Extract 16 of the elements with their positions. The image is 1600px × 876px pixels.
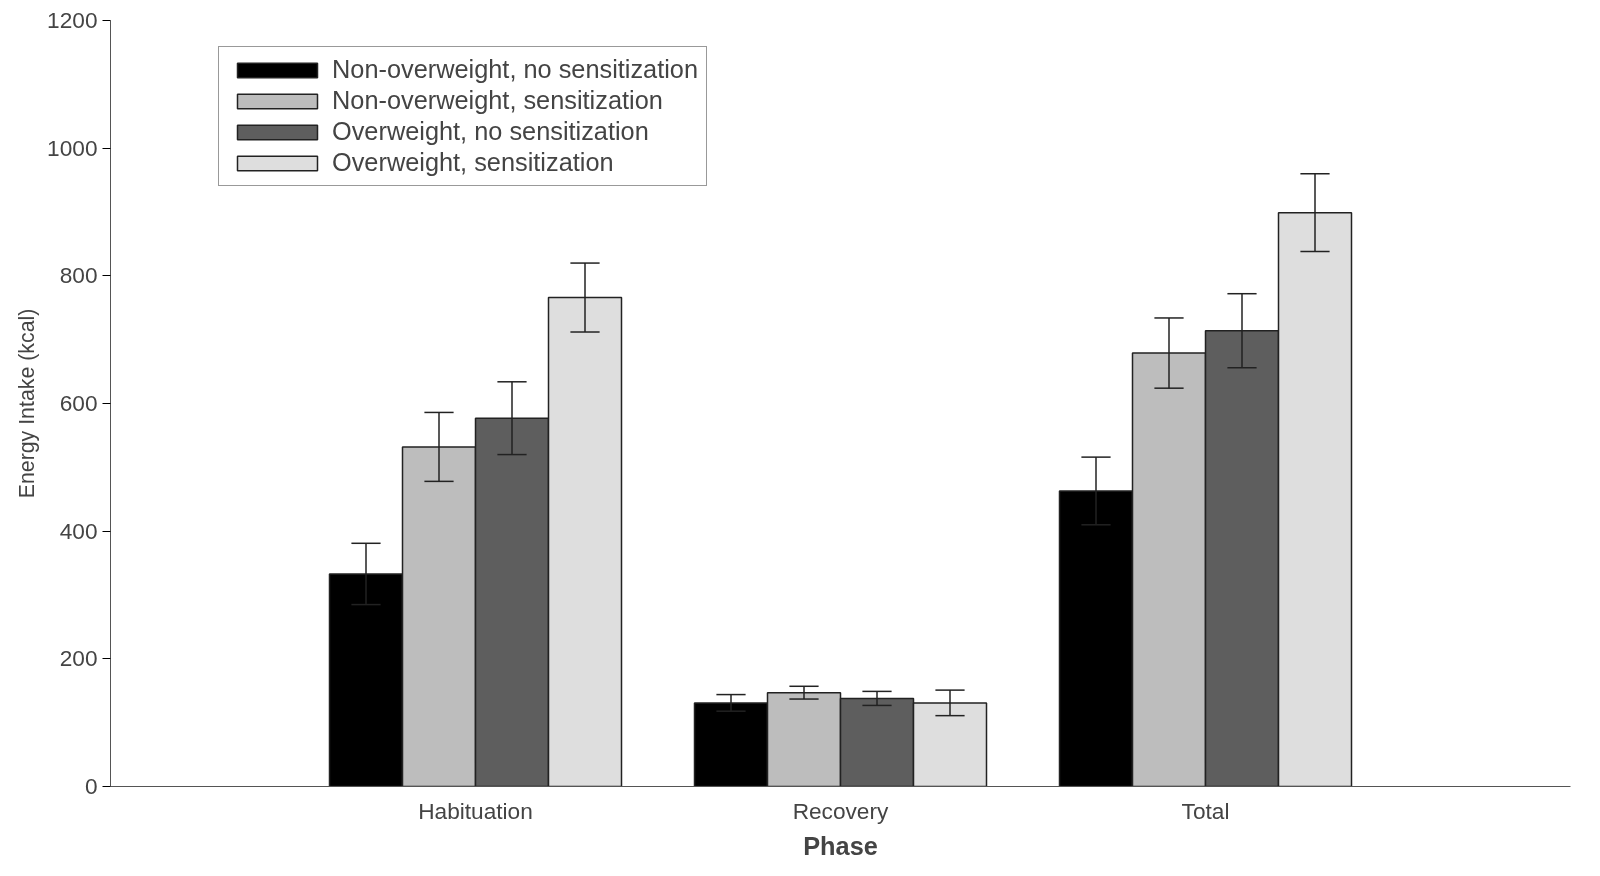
x-tick-label: Habituation (418, 797, 533, 824)
y-tick-label: 1200 (47, 7, 98, 33)
y-tick-label: 800 (59, 262, 98, 289)
y-tick-label: 400 (59, 517, 98, 544)
legend-label: Non-overweight, no sensitization (332, 55, 699, 84)
legend-label: Overweight, sensitization (332, 148, 614, 177)
x-tick-label: Recovery (792, 797, 890, 824)
legend-label: Overweight, no sensitization (332, 117, 649, 146)
y-tick-label: 0 (84, 773, 98, 799)
y-axis-title: Energy Intake (kcal) (15, 308, 40, 499)
legend-label: Non-overweight, sensitization (332, 86, 663, 115)
y-tick-label: 200 (59, 645, 98, 672)
x-tick-label: Total (1181, 797, 1230, 824)
y-tick-label: 600 (59, 390, 98, 416)
x-axis-title: Phase (803, 831, 878, 860)
y-tick-label: 1000 (47, 134, 98, 161)
